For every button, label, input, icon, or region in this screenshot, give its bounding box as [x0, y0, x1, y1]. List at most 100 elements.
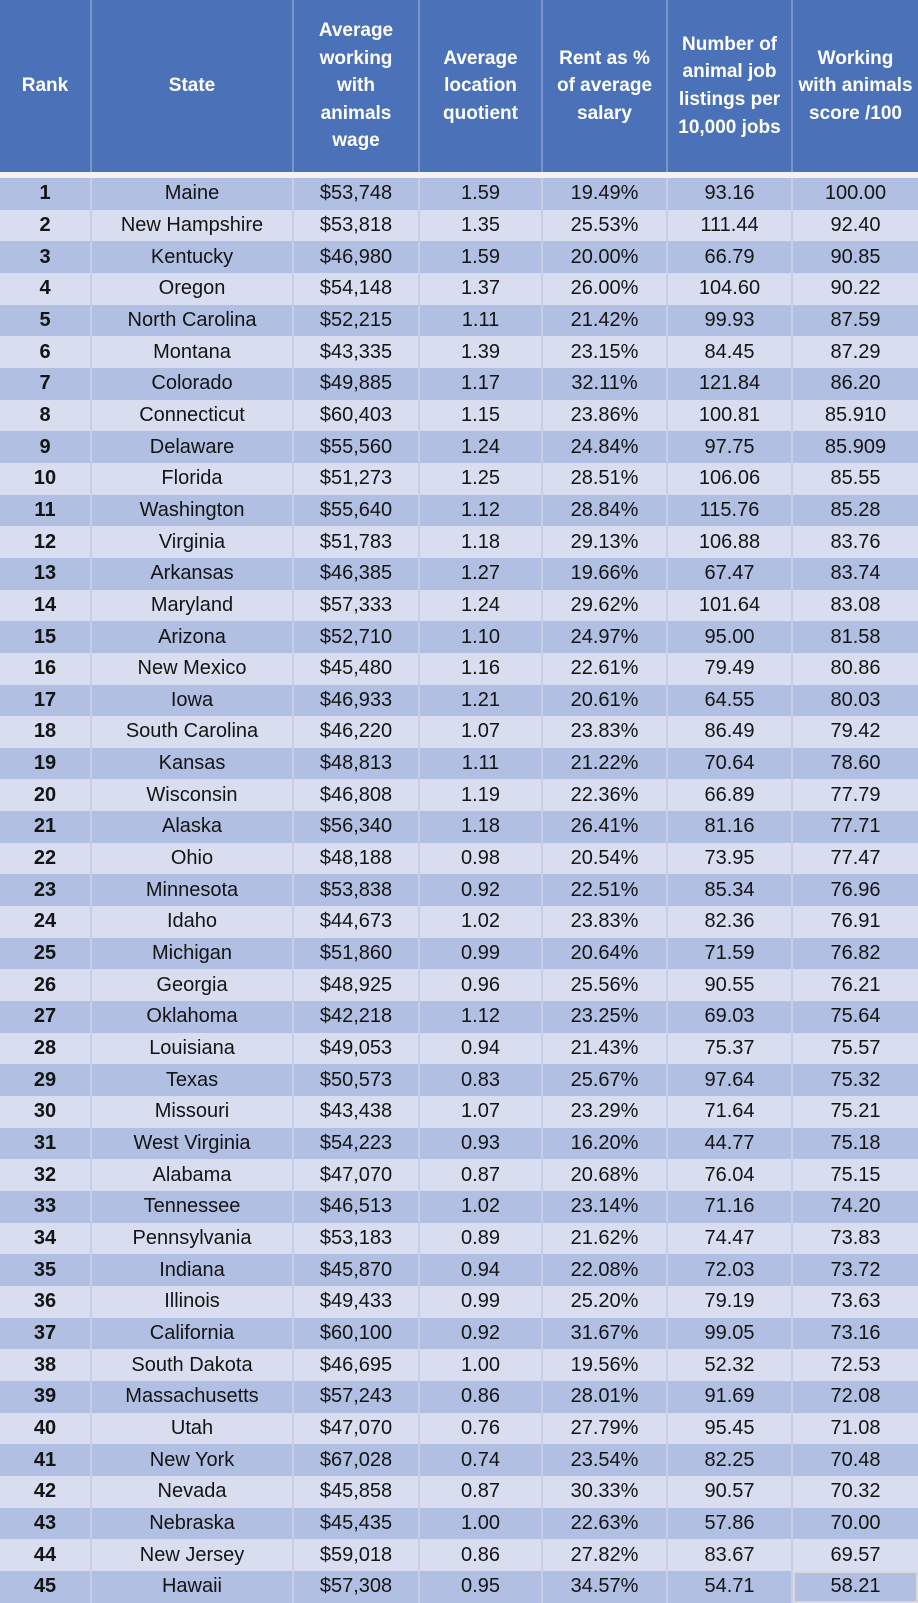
- rank-cell: 7: [0, 367, 90, 400]
- rank-cell: 34: [0, 1222, 90, 1255]
- rank-cell: 17: [0, 684, 90, 717]
- score-cell: 85.909: [791, 431, 918, 463]
- wage-cell: $48,813: [292, 747, 418, 780]
- job-listings-cell: 83.67: [666, 1539, 791, 1571]
- job-listings-cell: 97.64: [666, 1064, 791, 1097]
- table-row: 45 Hawaii $57,308 0.95 34.57% 54.71 58.21: [0, 1570, 918, 1603]
- state-cell: Nevada: [90, 1475, 292, 1508]
- location-quotient-cell: 1.15: [418, 399, 541, 432]
- wage-cell: $45,435: [292, 1507, 418, 1540]
- location-quotient-cell: 1.12: [418, 1001, 541, 1033]
- rent-percent-cell: 20.61%: [541, 684, 666, 717]
- score-cell: 76.21: [791, 969, 918, 1002]
- rank-cell: 33: [0, 1191, 90, 1223]
- score-cell: 86.20: [791, 367, 918, 400]
- rank-cell: 1: [0, 178, 90, 210]
- table-row: 43 Nebraska $45,435 1.00 22.63% 57.86 70.00: [0, 1507, 918, 1540]
- score-cell: 72.53: [791, 1349, 918, 1381]
- score-cell: 85.55: [791, 462, 918, 495]
- score-cell: 76.91: [791, 906, 918, 938]
- job-listings-cell: 64.55: [666, 684, 791, 717]
- location-quotient-cell: 0.83: [418, 1064, 541, 1097]
- score-cell: 69.57: [791, 1539, 918, 1571]
- state-cell: Minnesota: [90, 874, 292, 907]
- location-quotient-cell: 1.11: [418, 747, 541, 780]
- state-cell: Nebraska: [90, 1507, 292, 1540]
- table-row: 21 Alaska $56,340 1.18 26.41% 81.16 77.71: [0, 811, 918, 843]
- table-row: 7 Colorado $49,885 1.17 32.11% 121.84 86.20: [0, 367, 918, 400]
- rent-percent-cell: 26.00%: [541, 272, 666, 305]
- job-listings-cell: 106.06: [666, 462, 791, 495]
- state-cell: Indiana: [90, 1254, 292, 1286]
- rent-percent-cell: 22.36%: [541, 779, 666, 812]
- table-row: 17 Iowa $46,933 1.21 20.61% 64.55 80.03: [0, 684, 918, 717]
- table-row: 6 Montana $43,335 1.39 23.15% 84.45 87.29: [0, 336, 918, 368]
- state-cell: North Carolina: [90, 304, 292, 337]
- table-row: 20 Wisconsin $46,808 1.19 22.36% 66.89 77.79: [0, 779, 918, 812]
- wage-cell: $56,340: [292, 811, 418, 843]
- score-cell: 75.64: [791, 1001, 918, 1033]
- rank-cell: 43: [0, 1507, 90, 1540]
- table-row: 8 Connecticut $60,403 1.15 23.86% 100.81 85.91…: [0, 399, 918, 432]
- state-cell: Connecticut: [90, 399, 292, 432]
- score-cell: 87.29: [791, 336, 918, 368]
- state-cell: Maine: [90, 178, 292, 210]
- rank-cell: 8: [0, 399, 90, 432]
- rank-cell: 44: [0, 1539, 90, 1571]
- location-quotient-cell: 0.94: [418, 1032, 541, 1065]
- job-listings-cell: 75.37: [666, 1032, 791, 1065]
- job-listings-cell: 74.47: [666, 1222, 791, 1255]
- wage-cell: $43,335: [292, 336, 418, 368]
- rent-percent-cell: 23.29%: [541, 1096, 666, 1128]
- rent-percent-cell: 28.84%: [541, 494, 666, 527]
- location-quotient-cell: 1.17: [418, 367, 541, 400]
- score-cell: 73.63: [791, 1285, 918, 1318]
- wage-cell: $46,513: [292, 1191, 418, 1223]
- location-quotient-cell: 1.07: [418, 716, 541, 748]
- table-row: 16 New Mexico $45,480 1.16 22.61% 79.49 80.86: [0, 652, 918, 685]
- table-row: 37 California $60,100 0.92 31.67% 99.05 73.16: [0, 1317, 918, 1350]
- rank-cell: 28: [0, 1032, 90, 1065]
- job-listings-cell: 99.93: [666, 304, 791, 337]
- rank-cell: 16: [0, 652, 90, 685]
- rent-percent-cell: 21.43%: [541, 1032, 666, 1065]
- table-row: 9 Delaware $55,560 1.24 24.84% 97.75 85.909: [0, 431, 918, 463]
- job-listings-cell: 86.49: [666, 716, 791, 748]
- rank-cell: 13: [0, 557, 90, 590]
- location-quotient-cell: 0.87: [418, 1475, 541, 1508]
- wage-cell: $46,933: [292, 684, 418, 717]
- column-header-job-listings: Number of animal job listings per 10,000…: [666, 0, 791, 172]
- job-listings-cell: 91.69: [666, 1380, 791, 1413]
- rank-cell: 10: [0, 462, 90, 495]
- rank-cell: 19: [0, 747, 90, 780]
- location-quotient-cell: 1.02: [418, 1191, 541, 1223]
- location-quotient-cell: 1.39: [418, 336, 541, 368]
- rank-cell: 15: [0, 621, 90, 653]
- state-cell: California: [90, 1317, 292, 1350]
- job-listings-cell: 111.44: [666, 209, 791, 242]
- wage-cell: $57,333: [292, 589, 418, 622]
- rank-cell: 4: [0, 272, 90, 305]
- location-quotient-cell: 1.19: [418, 779, 541, 812]
- table-row: 15 Arizona $52,710 1.10 24.97% 95.00 81.58: [0, 621, 918, 653]
- location-quotient-cell: 0.96: [418, 969, 541, 1002]
- column-header-wage: Average working with animals wage: [292, 0, 418, 172]
- state-cell: New Hampshire: [90, 209, 292, 242]
- wage-cell: $51,860: [292, 937, 418, 970]
- rank-cell: 12: [0, 526, 90, 558]
- state-cell: Oklahoma: [90, 1001, 292, 1033]
- table-row: 40 Utah $47,070 0.76 27.79% 95.45 71.08: [0, 1412, 918, 1445]
- column-header-location-quotient: Average location quotient: [418, 0, 541, 172]
- table-row: 14 Maryland $57,333 1.24 29.62% 101.64 83.08: [0, 589, 918, 622]
- wage-cell: $46,808: [292, 779, 418, 812]
- score-cell: 72.08: [791, 1380, 918, 1413]
- header-row: Rank State Average working with animals …: [0, 0, 918, 172]
- location-quotient-cell: 0.92: [418, 874, 541, 907]
- score-cell: 92.40: [791, 209, 918, 242]
- score-cell: 70.00: [791, 1507, 918, 1540]
- rent-percent-cell: 23.83%: [541, 906, 666, 938]
- rent-percent-cell: 22.61%: [541, 652, 666, 685]
- score-cell: 83.08: [791, 589, 918, 622]
- table-row: 24 Idaho $44,673 1.02 23.83% 82.36 76.91: [0, 906, 918, 938]
- wage-cell: $45,870: [292, 1254, 418, 1286]
